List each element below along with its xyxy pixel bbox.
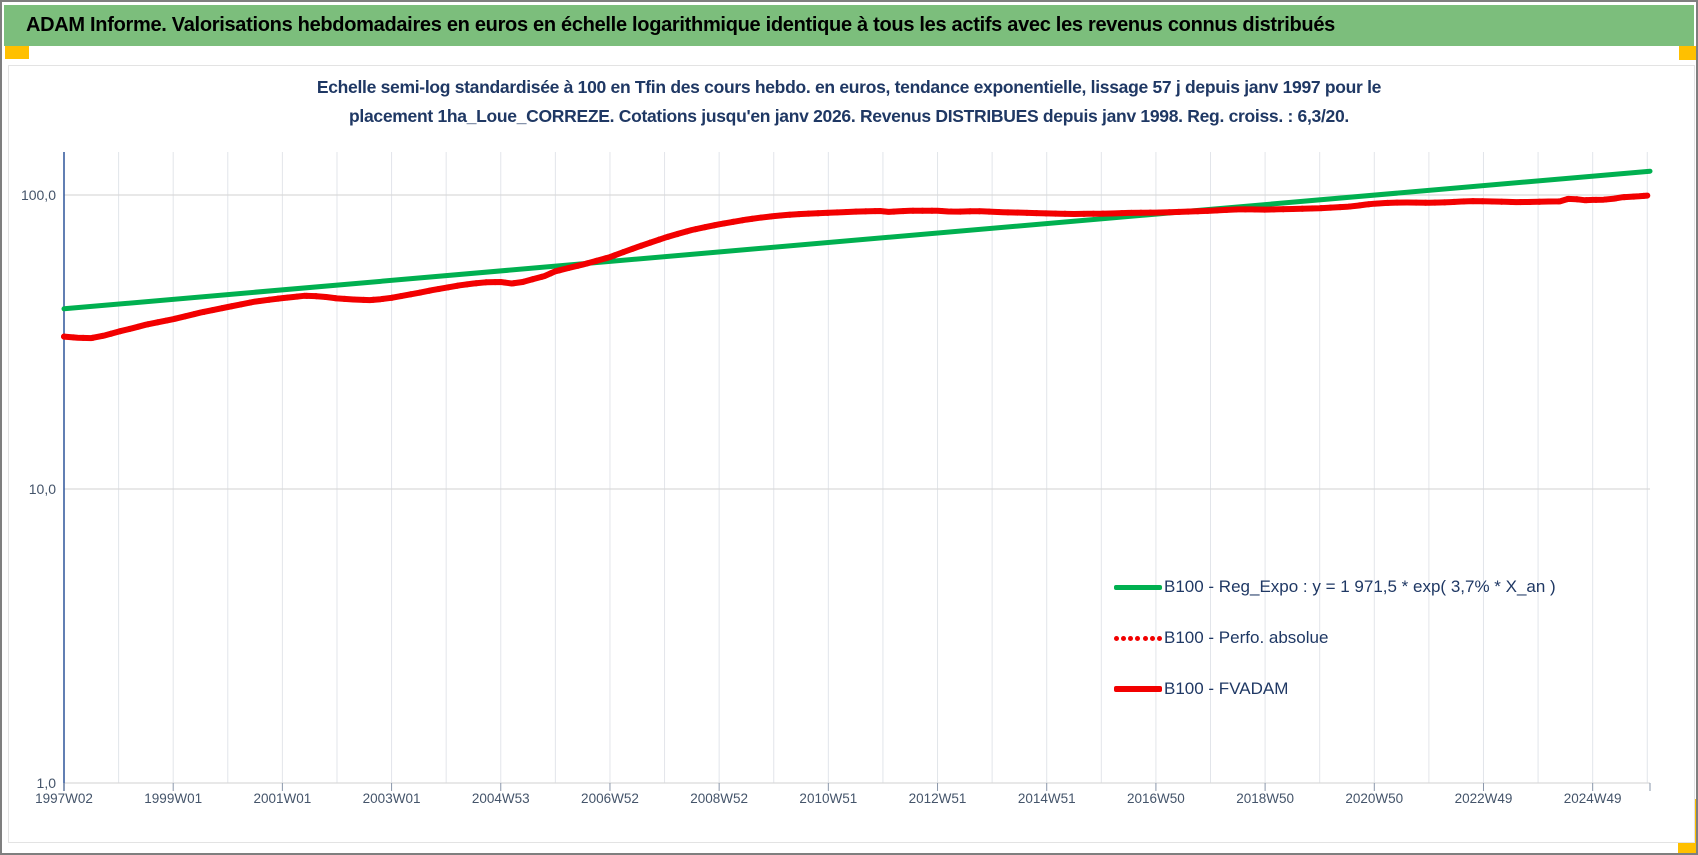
x-tick-label: 2018W50	[1236, 791, 1294, 806]
series-b100-reg-expo	[61, 168, 1653, 312]
x-tick-label: 2006W52	[581, 791, 639, 806]
x-tick-label: 2024W49	[1563, 791, 1622, 806]
x-tick-label: 1999W01	[144, 791, 203, 806]
series-b100-perfo-absolue	[61, 192, 1651, 342]
x-tick-label: 2010W51	[799, 791, 858, 806]
legend-label: B100 - Perfo. absolue	[1164, 628, 1329, 647]
legend-item-perfo-absolue[interactable]: B100 - Perfo. absolue	[1114, 625, 1556, 651]
legend-label: B100 - Reg_Expo : y = 1 971,5 * exp( 3,7…	[1164, 577, 1556, 596]
x-tick-label: 2012W51	[908, 791, 967, 806]
x-tick-label: 1997W02	[35, 791, 93, 806]
y-tick-label: 100,0	[20, 187, 56, 203]
red-dotted-swatch	[1114, 635, 1162, 641]
page-title: ADAM Informe. Valorisations hebdomadaire…	[26, 14, 1335, 36]
series-b100-fvadam	[61, 192, 1651, 342]
legend-item-fvadam[interactable]: B100 - FVADAM	[1114, 676, 1556, 702]
red-line-swatch	[1114, 686, 1162, 692]
x-tick-label: 2003W01	[362, 791, 421, 806]
x-tick-label: 2020W50	[1345, 791, 1404, 806]
chart-title-line-2: placement 1ha_Loue_CORREZE. Cotations ju…	[349, 106, 1349, 126]
legend: B100 - Reg_Expo : y = 1 971,5 * exp( 3,7…	[1114, 574, 1556, 727]
y-tick-label: 10,0	[28, 481, 56, 497]
green-line-swatch	[1114, 584, 1162, 590]
y-tick-label: 1,0	[36, 775, 56, 791]
sheet-marker-bottom-right	[1678, 843, 1696, 853]
sheet-marker-top-right	[1679, 46, 1696, 60]
x-tick-label: 2022W49	[1454, 791, 1513, 806]
x-tick-label: 2001W01	[253, 791, 312, 806]
x-tick-label: 2004W53	[471, 791, 530, 806]
legend-label: B100 - FVADAM	[1164, 679, 1289, 698]
chart-title: Echelle semi-log standardisée à 100 en T…	[209, 73, 1489, 131]
x-tick-label: 2008W52	[690, 791, 749, 806]
header-bar: ADAM Informe. Valorisations hebdomadaire…	[4, 5, 1694, 46]
x-tick-label: 2016W50	[1127, 791, 1185, 806]
x-tick-label: 2014W51	[1017, 791, 1076, 806]
legend-item-reg-expo[interactable]: B100 - Reg_Expo : y = 1 971,5 * exp( 3,7…	[1114, 574, 1556, 600]
chart-title-line-1: Echelle semi-log standardisée à 100 en T…	[316, 77, 1382, 97]
sheet-marker-top-left	[5, 46, 29, 59]
